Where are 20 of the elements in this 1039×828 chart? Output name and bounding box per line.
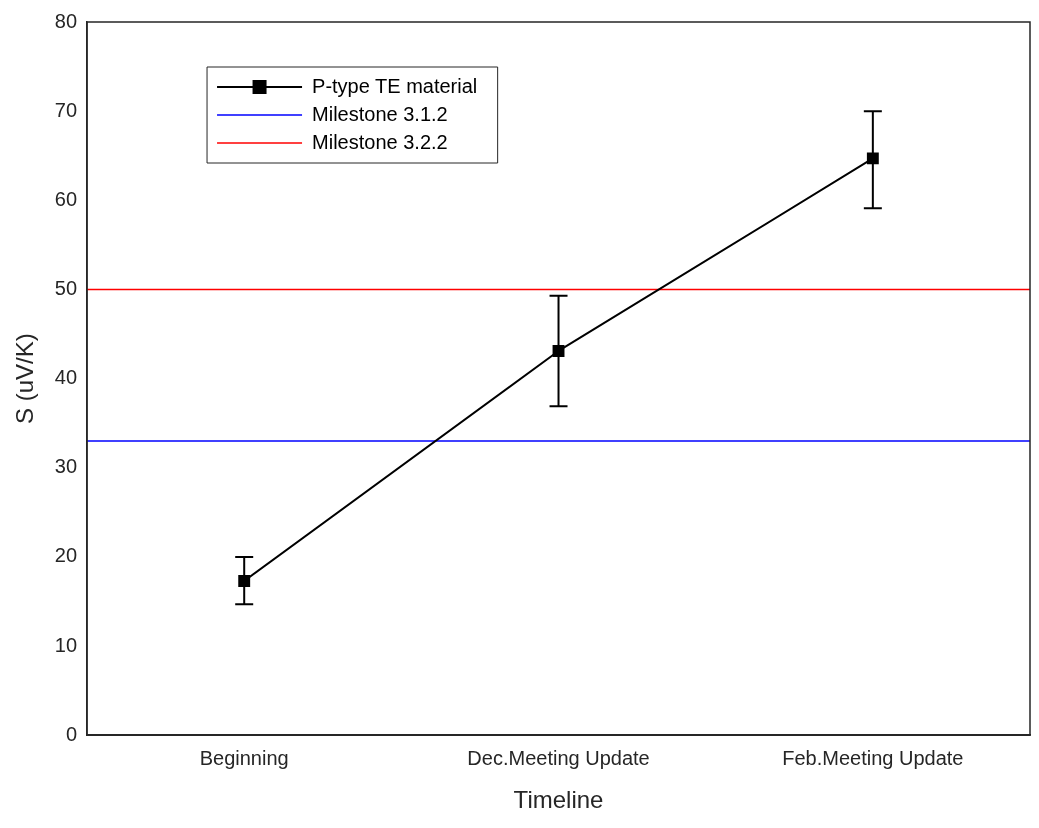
x-tick-label: Dec.Meeting Update	[467, 746, 650, 769]
legend-label: P-type TE material	[312, 74, 478, 97]
x-tick-label: Beginning	[199, 746, 289, 769]
legend-label: Milestone 3.1.2	[312, 102, 448, 125]
y-tick-label: 30	[54, 455, 78, 478]
point	[552, 345, 565, 357]
y-tick-label: 70	[54, 98, 78, 121]
y-tick-label: 40	[54, 366, 78, 389]
legend-label: Milestone 3.2.2	[312, 130, 448, 153]
y-tick-label: 60	[54, 187, 78, 210]
point	[238, 575, 251, 587]
y-tick-label: 80	[54, 9, 78, 32]
point	[866, 152, 879, 165]
y-axis-title: S (uV/K)	[11, 333, 39, 424]
x-tick-label: Feb.Meeting Update	[782, 746, 964, 769]
y-tick-label: 10	[54, 633, 78, 656]
y-tick-label: 50	[54, 276, 78, 299]
y-tick-label: 0	[65, 722, 78, 745]
x-axis-title: Timeline	[513, 786, 604, 814]
y-tick-label: 20	[54, 544, 78, 567]
